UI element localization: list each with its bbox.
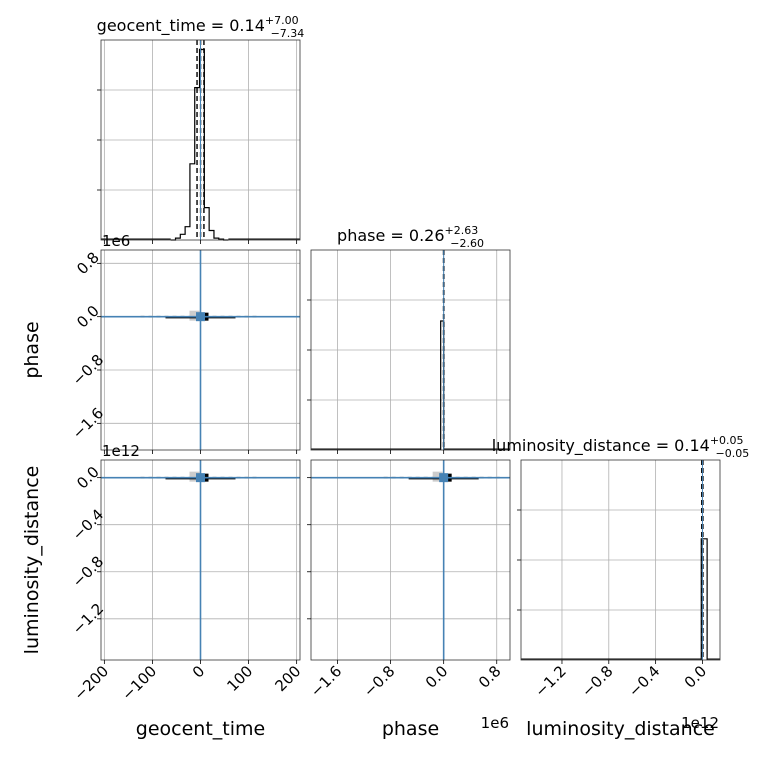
x-tick-label: −0.4 [625,662,663,700]
x-axis-label-luminosity_distance: luminosity_distance [526,718,715,740]
x-tick-label: −1.6 [307,662,345,700]
title-luminosity_distance: luminosity_distance = 0.14+0.05 −0.05 [492,434,750,460]
x-tick-label: −1.2 [531,662,569,700]
x-axis-label-phase: phase [382,718,439,740]
title-phase: phase = 0.26+2.63 −2.60 [337,224,484,250]
histogram-geocent_time [170,48,229,241]
density-pixel [189,310,200,321]
x-tick-label: 0 [189,662,208,681]
offset-label-luminosity-distance-x: 1e12 [681,714,719,732]
x-tick-label: −0.8 [578,662,616,700]
panel-phase-vs-phase [307,249,511,454]
x-tick-label: 0.8 [475,662,505,692]
y-axis-label-luminosity_distance: luminosity_distance [21,466,43,655]
panel-frame [310,249,511,451]
y-tick-label: 0.0 [73,302,103,332]
panel-phase-vs-geocent_time [97,249,301,454]
density-pixel [189,471,200,482]
truth-marker [439,473,449,483]
offset-label-phase-x: 1e6 [481,714,509,732]
truth-marker [196,312,205,322]
y-axis-label-phase: phase [21,321,43,378]
x-tick-label: −0.8 [360,662,398,700]
offset-label-phase-y: 1e6 [102,232,130,250]
panel-luminosity_distance-vs-geocent_time [97,459,301,664]
title-geocent_time: geocent_time = 0.14+7.00 −7.34 [97,14,305,40]
panel-luminosity_distance-vs-luminosity_distance [517,459,721,664]
x-tick-label: −100 [118,662,160,704]
x-tick-label: 100 [223,662,256,695]
y-tick-label: 0.8 [73,249,103,279]
offset-label-luminosity-distance-y: 1e12 [102,442,140,460]
panel-frame [310,459,511,661]
y-tick-label: 0.0 [73,463,103,493]
panel-luminosity_distance-vs-phase [307,459,511,664]
x-tick-label: 0.0 [681,662,711,692]
x-tick-label: −200 [70,662,112,704]
x-tick-label: 0.0 [422,662,452,692]
x-axis-label-geocent_time: geocent_time [136,718,265,740]
density-pixel [432,471,443,482]
panel-frame [520,459,721,661]
x-tick-label: 200 [271,662,304,695]
panel-geocent_time-vs-geocent_time [97,39,301,244]
truth-marker [196,473,205,483]
